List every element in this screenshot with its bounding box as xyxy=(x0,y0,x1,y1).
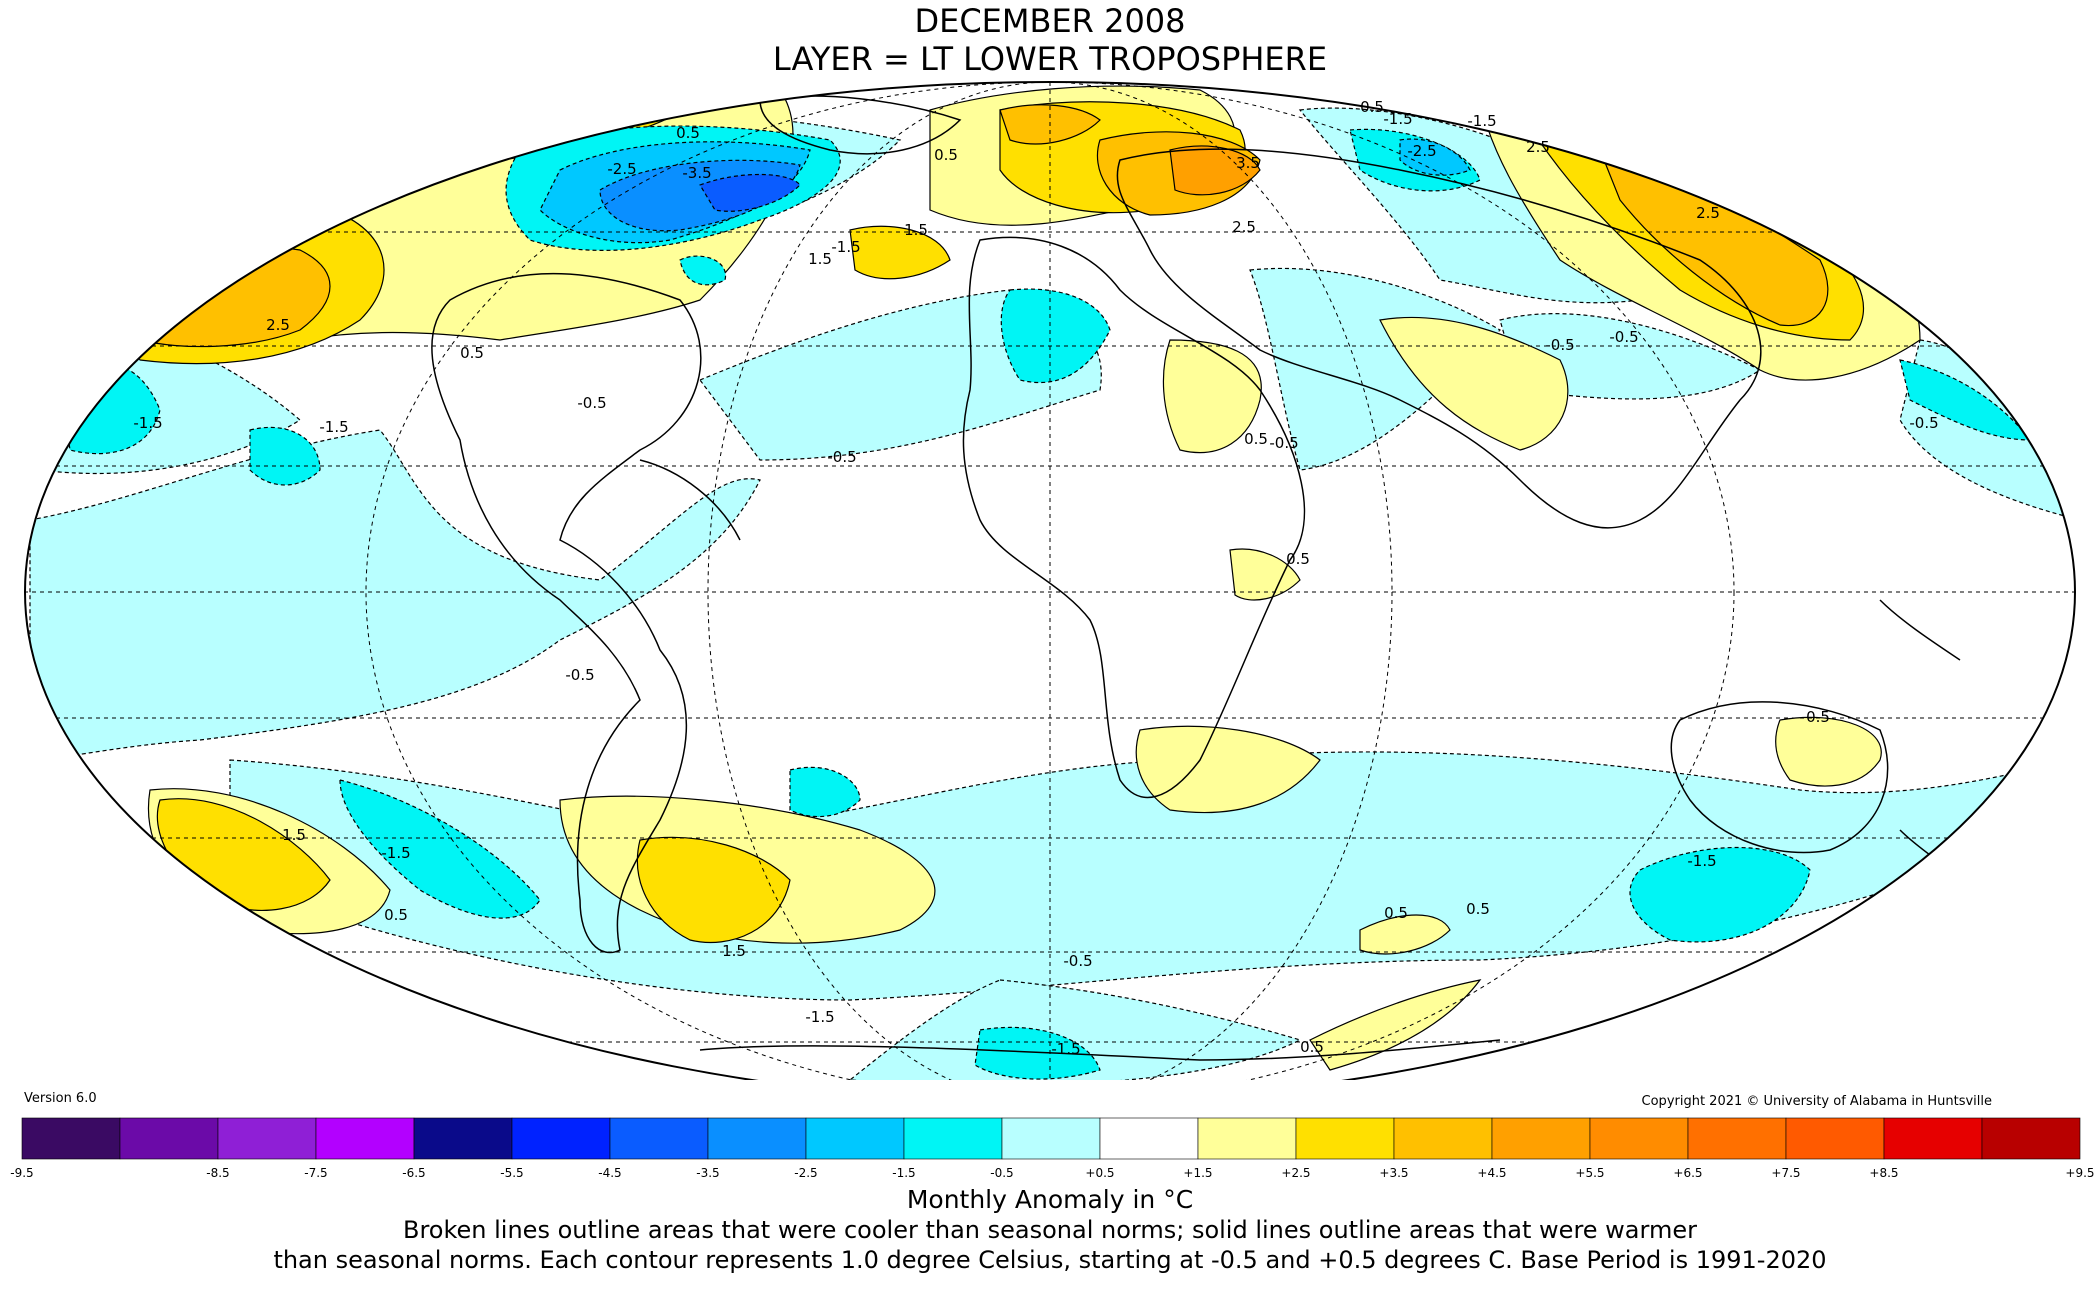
contour-label: 2.5 xyxy=(1232,218,1256,236)
contour-label: -0.5 xyxy=(565,666,594,684)
contour-label: -0.5 xyxy=(1909,414,1938,432)
version-label: Version 6.0 xyxy=(24,1091,97,1106)
color-scale-tick-label: +3.5 xyxy=(1379,1166,1408,1180)
copyright-notice: Copyright 2021 © University of Alabama i… xyxy=(1641,1094,1992,1109)
contour-label: -3.5 xyxy=(682,164,711,182)
color-scale-cell xyxy=(1687,1117,1787,1160)
color-scale-tick-label: -0.5 xyxy=(990,1166,1013,1180)
color-scale-cell xyxy=(805,1117,905,1160)
map-subtitle: LAYER = LT LOWER TROPOSPHERE xyxy=(772,40,1328,78)
map-title: DECEMBER 2008 xyxy=(914,2,1186,40)
color-scale-ticks: -9.5 -8.5 -7.5 -6.5 -5.5 -4.5 -3.5 -2.5 -1.5 -0.5… xyxy=(10,1166,2094,1180)
color-scale-cell xyxy=(1491,1117,1591,1160)
contour-label: -1.5 xyxy=(381,844,410,862)
contour-label: 3.5 xyxy=(1236,154,1260,172)
contour-label: -2.5 xyxy=(1407,142,1436,160)
contour-label: 0.5 xyxy=(384,906,408,924)
contour-label: 0.5 xyxy=(1360,98,1384,116)
anomaly-minus-4-5-region xyxy=(699,173,801,212)
contour-label: -0.5 xyxy=(827,448,856,466)
coastlines xyxy=(431,95,1961,1061)
color-scale-tick-label: -2.5 xyxy=(794,1166,817,1180)
color-scale-cell xyxy=(413,1117,513,1160)
legend-note-line-2: than seasonal norms. Each contour repres… xyxy=(273,1246,1827,1274)
anomaly-plus-3-5-region xyxy=(1169,145,1261,196)
contour-label: 2.5 xyxy=(1696,204,1720,222)
color-scale-tick-label: +7.5 xyxy=(1771,1166,1800,1180)
color-scale-tick-label: -6.5 xyxy=(402,1166,425,1180)
contour-label: -0.5 xyxy=(1545,336,1574,354)
color-scale-tick-label: +2.5 xyxy=(1281,1166,1310,1180)
color-scale-cell xyxy=(903,1117,1003,1160)
contour-label: -1.5 xyxy=(1051,1040,1080,1058)
color-scale-tick-label: +4.5 xyxy=(1477,1166,1506,1180)
contour-label: 0.5 xyxy=(1466,900,1490,918)
contour-label: 1.5 xyxy=(282,826,306,844)
color-scale-cell xyxy=(1981,1117,2081,1160)
color-scale-tick-label: -9.5 xyxy=(10,1166,33,1180)
contour-label: 0.5 xyxy=(460,344,484,362)
contour-label: 0.5 xyxy=(934,146,958,164)
globe-outline xyxy=(24,81,2076,1080)
contour-labels: -3.5 -2.5 -2.5 -1.5 -1.5 -1.5 -1.5 -1.5 -1.5 -0.5… xyxy=(133,98,1938,1058)
color-scale-cell xyxy=(1001,1117,1101,1160)
color-scale-cell xyxy=(119,1117,219,1160)
color-scale-tick-label: +8.5 xyxy=(1869,1166,1898,1180)
color-scale-cell xyxy=(1785,1117,1885,1160)
color-scale-tick-label: +9.5 xyxy=(2065,1166,2094,1180)
legend-note-line-1: Broken lines outline areas that were coo… xyxy=(403,1216,1697,1244)
color-scale-cells xyxy=(21,1117,2081,1160)
contour-label: 0.5 xyxy=(1300,1038,1324,1056)
contour-label: -1.5 xyxy=(1383,110,1412,128)
contour-label: -0.5 xyxy=(577,394,606,412)
contour-label: -0.5 xyxy=(1063,952,1092,970)
contour-label: -1.5 xyxy=(1467,112,1496,130)
color-scale-cell xyxy=(1393,1117,1493,1160)
color-scale-tick-label: +0.5 xyxy=(1085,1166,1114,1180)
color-scale-cell xyxy=(609,1117,709,1160)
contour-label: 1.5 xyxy=(904,221,928,239)
color-scale-tick-label: +1.5 xyxy=(1183,1166,1212,1180)
contour-label: -0.5 xyxy=(1269,434,1298,452)
graticule xyxy=(25,82,2075,1080)
contour-label: 0.5 xyxy=(1806,708,1830,726)
color-scale-tick-label: -1.5 xyxy=(892,1166,915,1180)
contour-label: -0.5 xyxy=(1609,328,1638,346)
contour-label: -1.5 xyxy=(805,1008,834,1026)
color-scale-cell xyxy=(315,1117,415,1160)
contour-label: 2.5 xyxy=(266,316,290,334)
color-scale-tick-label: -7.5 xyxy=(304,1166,327,1180)
contour-label: -2.5 xyxy=(607,160,636,178)
color-scale-cell xyxy=(511,1117,611,1160)
contour-label: 1.5 xyxy=(808,250,832,268)
contour-label: 0.5 xyxy=(676,124,700,142)
color-scale-cell xyxy=(1295,1117,1395,1160)
color-scale-cell xyxy=(1197,1117,1297,1160)
color-scale-tick-label: -3.5 xyxy=(696,1166,719,1180)
contour-label: -1.5 xyxy=(133,414,162,432)
color-scale-tick-label: +5.5 xyxy=(1575,1166,1604,1180)
color-scale-cell xyxy=(1589,1117,1689,1160)
anomaly-map: -3.5 -2.5 -2.5 -1.5 -1.5 -1.5 -1.5 -1.5 -1.5 -0.5… xyxy=(24,81,2076,1080)
contour-label: 1.5 xyxy=(722,942,746,960)
color-scale-cell xyxy=(707,1117,807,1160)
color-scale-cell xyxy=(21,1117,121,1160)
color-scale-cell xyxy=(217,1117,317,1160)
color-scale-tick-label: -5.5 xyxy=(500,1166,523,1180)
contour-label: -1.5 xyxy=(319,418,348,436)
color-scale-cell xyxy=(1099,1117,1199,1160)
contour-label: 0.5 xyxy=(1286,550,1310,568)
contour-label: 2.5 xyxy=(1526,138,1550,156)
color-scale-tick-label: -8.5 xyxy=(206,1166,229,1180)
color-scale-tick-label: -4.5 xyxy=(598,1166,621,1180)
color-scale-tick-label: +6.5 xyxy=(1673,1166,1702,1180)
contour-label: 0.5 xyxy=(1384,904,1408,922)
contour-label: -1.5 xyxy=(1687,852,1716,870)
color-scale-cell xyxy=(1883,1117,1983,1160)
colorbar-unit-caption: Monthly Anomaly in °C xyxy=(906,1185,1194,1214)
contour-label: -1.5 xyxy=(831,238,860,256)
contour-label: 0.5 xyxy=(1244,430,1268,448)
